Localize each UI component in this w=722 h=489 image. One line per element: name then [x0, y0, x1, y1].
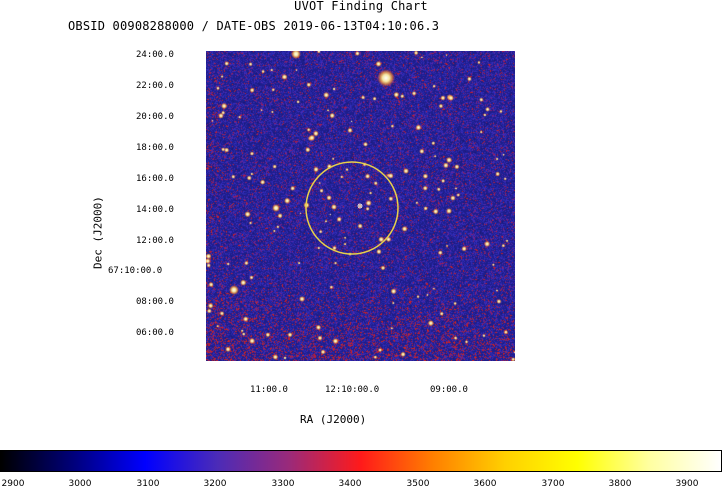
colorbar-tick: 3000: [68, 479, 92, 489]
colorbar-tick: 3800: [608, 479, 632, 489]
dec-tick: 14:00.0: [136, 205, 174, 215]
obs-info: OBSID 00908288000 / DATE-OBS 2019-06-13T…: [68, 19, 440, 33]
dec-axis-label: Dec (J2000): [91, 196, 105, 269]
colorbar-tick: 3700: [541, 479, 565, 489]
dec-tick: 24:00.0: [136, 50, 174, 60]
colorbar-tick: 3500: [406, 479, 430, 489]
image-overlay: [305, 161, 399, 255]
target-marker: [357, 203, 363, 209]
target-region-circle[interactable]: [305, 161, 399, 255]
dec-tick: 08:00.0: [136, 297, 174, 307]
dec-tick: 18:00.0: [136, 143, 174, 153]
dec-tick: 12:00.0: [136, 236, 174, 246]
dec-tick: 06:00.0: [136, 328, 174, 338]
colorbar-tick: 3400: [338, 479, 362, 489]
colorbar-tick: 2900: [1, 479, 25, 489]
dec-tick: 20:00.0: [136, 112, 174, 122]
ra-tick: 09:00.0: [430, 385, 468, 395]
ra-tick: 12:10:00.0: [325, 385, 380, 395]
chart-title: UVOT Finding Chart: [294, 0, 428, 13]
dec-tick: 67:10:00.0: [108, 266, 163, 276]
colorbar: [0, 450, 722, 472]
ra-axis-label: RA (J2000): [300, 413, 367, 426]
sky-image-canvas: [206, 51, 515, 361]
colorbar-tick: 3600: [473, 479, 497, 489]
sky-image[interactable]: [206, 51, 515, 361]
colorbar-tick: 3900: [675, 479, 699, 489]
colorbar-tick: 3100: [136, 479, 160, 489]
colorbar-tick: 3200: [203, 479, 227, 489]
dec-tick: 16:00.0: [136, 174, 174, 184]
ra-tick: 11:00.0: [250, 385, 288, 395]
dec-tick: 22:00.0: [136, 81, 174, 91]
colorbar-tick: 3300: [271, 479, 295, 489]
